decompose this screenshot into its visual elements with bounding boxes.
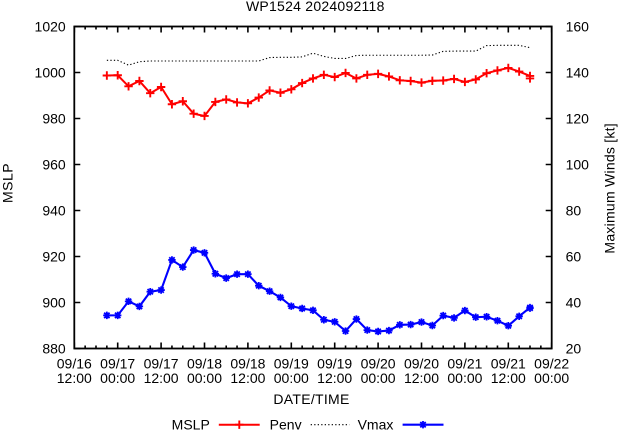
svg-text:940: 940 bbox=[42, 203, 66, 219]
svg-text:09/17: 09/17 bbox=[144, 356, 179, 372]
svg-text:00:00: 00:00 bbox=[187, 370, 222, 386]
svg-text:12:00: 12:00 bbox=[144, 370, 179, 386]
svg-text:900: 900 bbox=[42, 295, 66, 311]
svg-text:12:00: 12:00 bbox=[230, 370, 265, 386]
svg-text:MSLP: MSLP bbox=[0, 163, 15, 203]
svg-text:09/21: 09/21 bbox=[447, 356, 482, 372]
svg-text:1020: 1020 bbox=[35, 19, 66, 35]
svg-text:09/18: 09/18 bbox=[187, 356, 222, 372]
svg-text:MSLP: MSLP bbox=[172, 416, 210, 432]
svg-text:09/19: 09/19 bbox=[274, 356, 309, 372]
svg-text:12:00: 12:00 bbox=[317, 370, 352, 386]
svg-text:12:00: 12:00 bbox=[57, 370, 92, 386]
svg-text:920: 920 bbox=[42, 249, 66, 265]
svg-text:12:00: 12:00 bbox=[404, 370, 439, 386]
svg-text:880: 880 bbox=[42, 341, 66, 357]
svg-text:09/17: 09/17 bbox=[100, 356, 135, 372]
svg-text:20: 20 bbox=[566, 341, 582, 357]
svg-text:80: 80 bbox=[566, 203, 582, 219]
svg-text:09/16: 09/16 bbox=[57, 356, 92, 372]
svg-text:140: 140 bbox=[566, 65, 590, 81]
svg-text:09/20: 09/20 bbox=[361, 356, 396, 372]
svg-text:1000: 1000 bbox=[35, 65, 66, 81]
svg-text:09/22: 09/22 bbox=[534, 356, 569, 372]
svg-text:60: 60 bbox=[566, 249, 582, 265]
svg-text:09/20: 09/20 bbox=[404, 356, 439, 372]
svg-text:Vmax: Vmax bbox=[358, 416, 394, 432]
svg-text:09/18: 09/18 bbox=[230, 356, 265, 372]
svg-text:09/19: 09/19 bbox=[317, 356, 352, 372]
svg-text:12:00: 12:00 bbox=[491, 370, 526, 386]
svg-text:00:00: 00:00 bbox=[274, 370, 309, 386]
svg-text:00:00: 00:00 bbox=[361, 370, 396, 386]
svg-text:960: 960 bbox=[42, 157, 66, 173]
svg-text:160: 160 bbox=[566, 19, 590, 35]
svg-text:Penv: Penv bbox=[270, 416, 302, 432]
svg-text:00:00: 00:00 bbox=[447, 370, 482, 386]
svg-text:09/21: 09/21 bbox=[491, 356, 526, 372]
svg-text:980: 980 bbox=[42, 111, 66, 127]
svg-text:WP1524 2024092118: WP1524 2024092118 bbox=[246, 0, 385, 14]
svg-text:Maximum Winds [kt]: Maximum Winds [kt] bbox=[601, 123, 617, 254]
svg-text:00:00: 00:00 bbox=[534, 370, 569, 386]
svg-text:120: 120 bbox=[566, 111, 590, 127]
svg-text:DATE/TIME: DATE/TIME bbox=[273, 391, 349, 407]
svg-text:100: 100 bbox=[566, 157, 590, 173]
svg-text:00:00: 00:00 bbox=[100, 370, 135, 386]
svg-text:40: 40 bbox=[566, 295, 582, 311]
